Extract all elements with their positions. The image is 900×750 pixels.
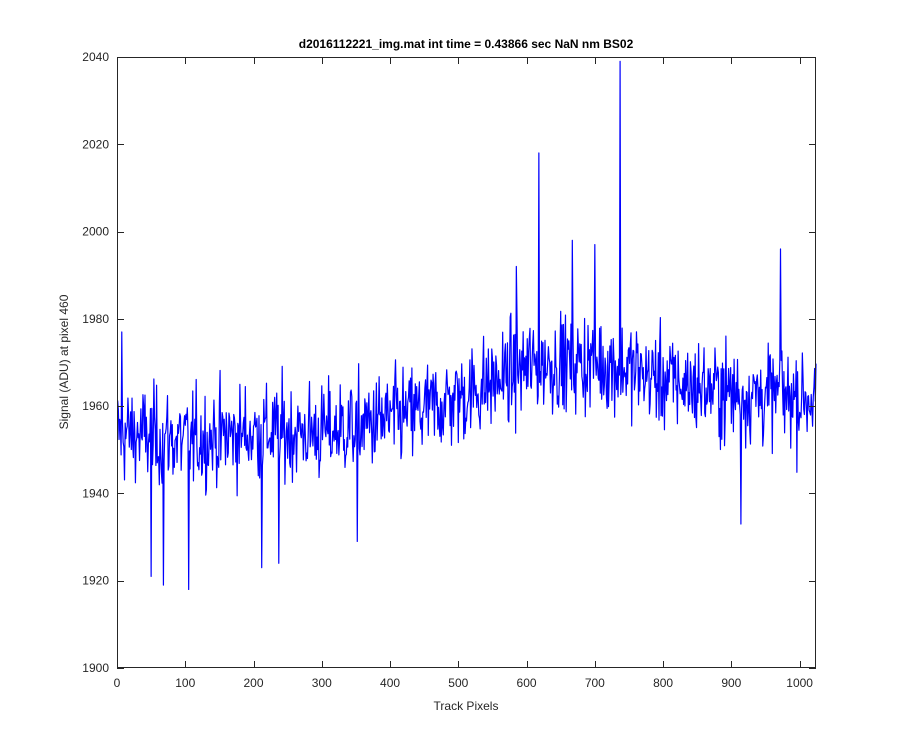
y-tick-label: 1940 bbox=[82, 486, 109, 500]
y-tick-label: 2020 bbox=[82, 137, 109, 151]
x-tick-label: 700 bbox=[585, 676, 605, 690]
y-axis-label: Signal (ADU) at pixel 460 bbox=[57, 294, 71, 429]
y-tick-label: 2000 bbox=[82, 225, 109, 239]
x-tick-label: 600 bbox=[517, 676, 537, 690]
x-tick-label: 900 bbox=[721, 676, 741, 690]
x-tick-label: 400 bbox=[380, 676, 400, 690]
x-axis-label: Track Pixels bbox=[434, 699, 499, 713]
data-layer bbox=[117, 60, 817, 591]
x-tick-label: 1000 bbox=[786, 676, 813, 690]
y-tick-label: 1900 bbox=[82, 661, 109, 675]
y-tick-label: 1920 bbox=[82, 574, 109, 588]
signal-series-line bbox=[117, 60, 817, 591]
x-tick-label: 300 bbox=[312, 676, 332, 690]
x-tick-label: 200 bbox=[244, 676, 264, 690]
x-tick-label: 0 bbox=[114, 676, 121, 690]
x-axis-ticks: 0 100 200 300 400 500 600 700 800 900 1000 bbox=[114, 57, 813, 690]
plot-area bbox=[117, 57, 816, 668]
x-tick-label: 100 bbox=[175, 676, 195, 690]
chart-title: d2016112221_img.mat int time = 0.43866 s… bbox=[299, 37, 634, 51]
y-tick-label: 1960 bbox=[82, 399, 109, 413]
y-axis-ticks: 1900 1920 1940 1960 1980 2000 2020 2040 bbox=[82, 50, 816, 675]
y-tick-label: 2040 bbox=[82, 50, 109, 64]
axes-box bbox=[117, 57, 816, 668]
x-tick-label: 800 bbox=[653, 676, 673, 690]
x-tick-label: 500 bbox=[448, 676, 468, 690]
y-tick-label: 1980 bbox=[82, 312, 109, 326]
